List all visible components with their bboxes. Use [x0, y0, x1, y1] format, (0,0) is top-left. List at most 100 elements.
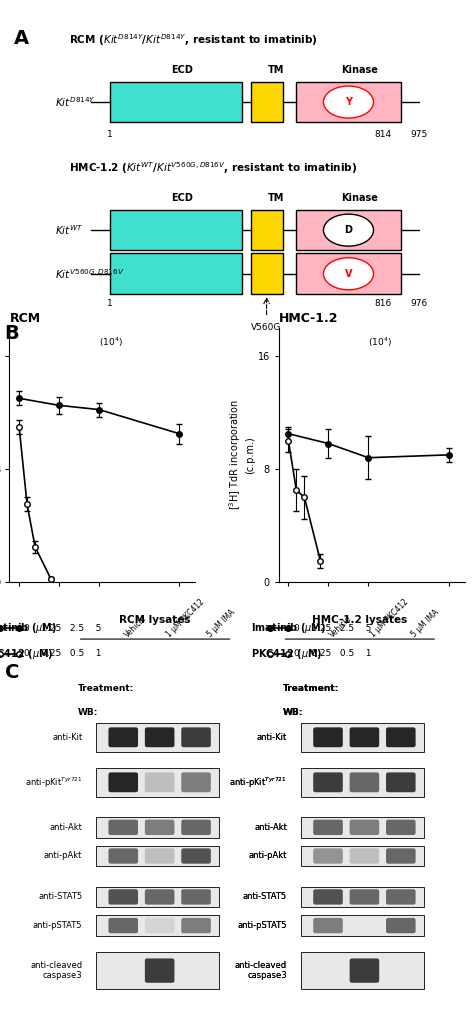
FancyBboxPatch shape [350, 889, 379, 905]
Text: anti-pKit$^{Tyr721}$: anti-pKit$^{Tyr721}$ [229, 775, 287, 790]
Text: TM: TM [267, 193, 284, 203]
FancyBboxPatch shape [350, 958, 379, 983]
FancyBboxPatch shape [109, 210, 242, 251]
Text: 0    1.25   2.5    5: 0 1.25 2.5 5 [294, 624, 371, 632]
Text: 1 μM PKC412: 1 μM PKC412 [369, 597, 410, 639]
Text: HMC-1.2 lysates: HMC-1.2 lysates [312, 615, 408, 624]
FancyBboxPatch shape [313, 819, 343, 835]
Text: ECD: ECD [172, 65, 193, 75]
FancyBboxPatch shape [313, 918, 343, 933]
FancyBboxPatch shape [313, 728, 343, 747]
Text: 5 μM IMA: 5 μM IMA [410, 608, 441, 639]
FancyBboxPatch shape [109, 889, 138, 905]
FancyBboxPatch shape [350, 819, 379, 835]
FancyBboxPatch shape [145, 918, 174, 933]
Text: 1: 1 [107, 299, 112, 307]
Text: V: V [345, 268, 352, 279]
FancyBboxPatch shape [109, 772, 138, 793]
Y-axis label: [${^3}$H] TdR incorporation
(c.p.m.): [${^3}$H] TdR incorporation (c.p.m.) [228, 399, 255, 510]
FancyBboxPatch shape [96, 768, 219, 797]
Text: anti-cleaved
caspase3: anti-cleaved caspase3 [235, 961, 287, 981]
Text: TM: TM [267, 65, 284, 75]
FancyBboxPatch shape [301, 952, 424, 989]
FancyBboxPatch shape [301, 915, 424, 935]
Text: WB:: WB: [78, 708, 98, 718]
FancyBboxPatch shape [313, 848, 343, 864]
Text: anti-pSTAT5: anti-pSTAT5 [237, 921, 287, 930]
Text: anti-STAT5: anti-STAT5 [243, 892, 287, 902]
Text: anti-Akt: anti-Akt [254, 822, 287, 832]
FancyBboxPatch shape [109, 819, 138, 835]
FancyBboxPatch shape [96, 952, 219, 989]
Text: 816: 816 [374, 299, 391, 307]
FancyBboxPatch shape [145, 958, 174, 983]
Text: 1: 1 [107, 130, 112, 139]
Text: HMC-1.2: HMC-1.2 [279, 311, 338, 325]
FancyBboxPatch shape [181, 958, 211, 983]
Text: 976: 976 [410, 299, 428, 307]
Text: D: D [345, 225, 353, 235]
FancyBboxPatch shape [251, 81, 283, 122]
Circle shape [323, 86, 374, 118]
FancyBboxPatch shape [296, 210, 401, 251]
FancyBboxPatch shape [109, 918, 138, 933]
FancyBboxPatch shape [96, 817, 219, 838]
Text: anti-pSTAT5: anti-pSTAT5 [33, 921, 82, 930]
Text: A: A [14, 29, 29, 48]
FancyBboxPatch shape [109, 958, 138, 983]
Text: anti-cleaved
caspase3: anti-cleaved caspase3 [235, 961, 287, 981]
FancyBboxPatch shape [181, 728, 211, 747]
Text: B: B [5, 324, 19, 342]
Text: $\mathit{Kit}^{D814Y}$: $\mathit{Kit}^{D814Y}$ [55, 96, 96, 109]
Text: HMC-1.2 ($\mathit{Kit}^{WT}$/$\mathit{Kit}^{V560G,D816V}$, resistant to imatinib: HMC-1.2 ($\mathit{Kit}^{WT}$/$\mathit{Ki… [69, 160, 357, 176]
FancyBboxPatch shape [96, 723, 219, 751]
FancyBboxPatch shape [109, 848, 138, 864]
Text: RCM: RCM [9, 311, 41, 325]
Text: anti-cleaved
caspase3: anti-cleaved caspase3 [30, 961, 82, 981]
Text: anti-pSTAT5: anti-pSTAT5 [237, 921, 287, 930]
FancyBboxPatch shape [386, 772, 416, 793]
FancyBboxPatch shape [296, 254, 401, 294]
FancyBboxPatch shape [181, 918, 211, 933]
FancyBboxPatch shape [350, 728, 379, 747]
Text: Kinase: Kinase [341, 193, 378, 203]
Text: Imatinib ($\mu$M): Imatinib ($\mu$M) [0, 621, 56, 635]
Text: $\mathit{Kit}^{WT}$: $\mathit{Kit}^{WT}$ [55, 223, 83, 237]
FancyBboxPatch shape [313, 772, 343, 793]
FancyBboxPatch shape [251, 210, 283, 251]
FancyBboxPatch shape [145, 889, 174, 905]
FancyBboxPatch shape [386, 889, 416, 905]
Text: anti-pAkt: anti-pAkt [249, 851, 287, 860]
FancyBboxPatch shape [109, 728, 138, 747]
FancyBboxPatch shape [296, 81, 401, 122]
Text: anti-Kit: anti-Kit [257, 733, 287, 742]
FancyBboxPatch shape [109, 81, 242, 122]
FancyBboxPatch shape [96, 915, 219, 935]
FancyBboxPatch shape [386, 848, 416, 864]
Text: 1 μM PKC412: 1 μM PKC412 [164, 597, 206, 639]
Text: anti-pAkt: anti-pAkt [44, 851, 82, 860]
Circle shape [323, 214, 374, 246]
Text: Treatment:: Treatment: [283, 684, 339, 693]
FancyBboxPatch shape [181, 819, 211, 835]
Text: ECD: ECD [172, 193, 193, 203]
Text: anti-pKit$^{Tyr721}$: anti-pKit$^{Tyr721}$ [25, 775, 82, 790]
FancyBboxPatch shape [145, 819, 174, 835]
Text: Imatinib ($\mu$M): Imatinib ($\mu$M) [251, 621, 326, 635]
FancyBboxPatch shape [301, 846, 424, 867]
Text: 0    0.25   0.5    1: 0 0.25 0.5 1 [294, 649, 371, 658]
Text: anti-Akt: anti-Akt [49, 822, 82, 832]
Text: Treatment:: Treatment: [78, 684, 134, 693]
FancyBboxPatch shape [181, 848, 211, 864]
Text: RCM ($\mathit{Kit}^{D814Y}$/$\mathit{Kit}^{D814Y}$, resistant to imatinib): RCM ($\mathit{Kit}^{D814Y}$/$\mathit{Kit… [69, 32, 318, 48]
Text: 0    1.25   2.5    5: 0 1.25 2.5 5 [24, 624, 102, 632]
Text: Vehicle: Vehicle [123, 614, 149, 639]
Text: anti-Kit: anti-Kit [257, 733, 287, 742]
FancyBboxPatch shape [350, 918, 379, 933]
Text: $\mathit{Kit}^{V560G,D816V}$: $\mathit{Kit}^{V560G,D816V}$ [55, 267, 125, 281]
FancyBboxPatch shape [181, 889, 211, 905]
Text: anti-Akt: anti-Akt [254, 822, 287, 832]
FancyBboxPatch shape [145, 728, 174, 747]
FancyBboxPatch shape [145, 848, 174, 864]
Text: anti-pKit$^{Tyr721}$: anti-pKit$^{Tyr721}$ [229, 775, 287, 790]
